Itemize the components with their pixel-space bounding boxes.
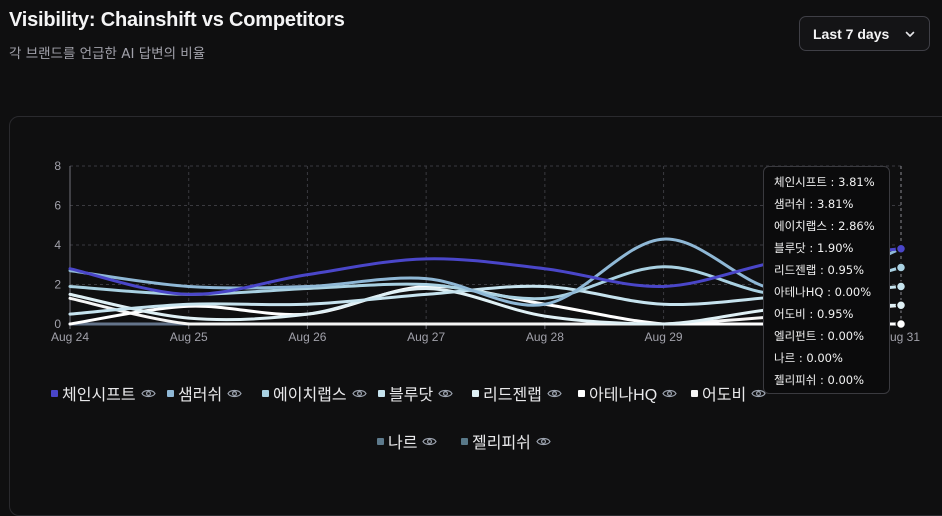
tooltip-separator: : <box>805 241 817 255</box>
y-tick-label: 0 <box>54 317 61 331</box>
legend-label: 에이치랩스 <box>273 387 347 404</box>
date-range-label: Last 7 days <box>813 25 890 42</box>
tooltip-series-value: 0.00% <box>834 285 872 299</box>
tooltip-series-label: 체인시프트 <box>774 175 827 189</box>
tooltip-separator: : <box>805 197 817 211</box>
legend-label: 어도비 <box>702 387 747 404</box>
legend-label: 샘러쉬 <box>178 387 223 404</box>
tooltip-series-value: 0.00% <box>806 351 843 365</box>
page-title: Visibility: Chainshift vs Competitors <box>9 9 345 31</box>
legend-swatch <box>262 389 269 397</box>
tooltip-row: 아테나HQ : 0.00% <box>774 284 889 306</box>
eye-icon[interactable] <box>422 436 438 447</box>
x-tick-label: Aug 26 <box>288 330 326 344</box>
legend-label: 아테나HQ <box>589 387 658 404</box>
y-tick-label: 8 <box>54 159 61 173</box>
legend-label: 리드젠랩 <box>483 387 542 404</box>
series-point <box>895 281 907 292</box>
tooltip-series-value: 0.95% <box>816 307 854 321</box>
x-tick-label: Aug 28 <box>526 330 564 344</box>
legend-item[interactable]: 에이치랩스 <box>262 381 367 405</box>
tooltip-series-value: 0.00% <box>827 329 865 343</box>
x-tick-label: Aug 25 <box>170 330 208 344</box>
tooltip-separator: : <box>823 285 835 299</box>
legend-item[interactable]: 블루닷 <box>378 381 453 405</box>
x-tick-label: Aug 24 <box>51 330 89 344</box>
tooltip-separator: : <box>816 373 828 387</box>
eye-icon[interactable] <box>438 388 453 399</box>
series-point <box>895 299 907 311</box>
eye-icon[interactable] <box>140 388 156 399</box>
date-range-select[interactable]: Last 7 days <box>799 16 930 51</box>
x-tick-label: Aug 31 <box>882 330 920 344</box>
tooltip-series-label: 에이치랩스 <box>774 219 827 233</box>
tooltip-row: 블루닷 : 1.90% <box>774 240 889 262</box>
tooltip-series-label: 샘러쉬 <box>774 197 806 211</box>
legend-swatch <box>377 437 384 445</box>
legend-swatch <box>461 437 468 445</box>
series-point <box>895 243 907 255</box>
eye-icon[interactable] <box>536 436 551 447</box>
legend-item[interactable]: 젤리피쉬 <box>461 429 551 453</box>
tooltip-separator: : <box>816 329 828 343</box>
y-tick-label: 2 <box>54 278 61 292</box>
eye-icon[interactable] <box>351 388 367 399</box>
x-tick-label: Aug 27 <box>407 330 445 344</box>
eye-icon[interactable] <box>547 388 562 399</box>
tooltip-series-label: 나르 <box>774 351 796 365</box>
eye-icon[interactable] <box>751 388 766 399</box>
legend-label: 나르 <box>388 435 418 452</box>
legend-label: 체인시프트 <box>62 387 136 404</box>
tooltip-series-value: 0.95% <box>827 263 865 277</box>
legend-swatch <box>472 389 479 397</box>
chevron-down-icon <box>905 31 915 37</box>
legend-swatch <box>378 389 385 397</box>
tooltip-row: 어도비 : 0.95% <box>774 306 889 328</box>
tooltip-row: 체인시프트 : 3.81% <box>774 174 889 196</box>
y-tick-label: 6 <box>54 199 61 213</box>
series-point <box>895 262 907 273</box>
tooltip-series-label: 리드젠랩 <box>774 263 817 277</box>
eye-icon[interactable] <box>227 388 242 399</box>
tooltip-row: 에이치랩스 : 2.86% <box>774 218 889 240</box>
tooltip-series-label: 아테나HQ <box>774 285 824 299</box>
legend-swatch <box>51 389 58 397</box>
tooltip-row: 젤리피쉬 : 0.00% <box>774 372 889 394</box>
tooltip-series-value: 1.90% <box>816 241 854 255</box>
tooltip-series-label: 블루닷 <box>774 241 806 255</box>
tooltip-row: 샘러쉬 : 3.81% <box>774 196 889 218</box>
eye-icon[interactable] <box>662 388 677 399</box>
tooltip-row: 나르 : 0.00% <box>774 350 889 372</box>
legend-label: 블루닷 <box>389 387 434 404</box>
legend-item[interactable]: 체인시프트 <box>51 381 156 405</box>
tooltip-series-label: 엘리펀트 <box>774 329 817 343</box>
tooltip-series-value: 2.86% <box>838 219 875 233</box>
legend-swatch <box>167 389 174 397</box>
chart-tooltip: 체인시프트 : 3.81% 샘러쉬 : 3.81% 에이치랩스 : 2.86% 블루닷… <box>763 166 890 394</box>
tooltip-separator: : <box>826 175 839 189</box>
tooltip-separator: : <box>795 351 807 365</box>
tooltip-separator: : <box>805 307 817 321</box>
legend-swatch <box>578 389 585 397</box>
x-tick-label: Aug 29 <box>645 330 683 344</box>
tooltip-series-value: 3.81% <box>838 175 875 189</box>
legend-label: 젤리피쉬 <box>472 435 531 452</box>
legend-item[interactable]: 샘러쉬 <box>167 381 242 405</box>
tooltip-series-label: 어도비 <box>774 307 806 321</box>
legend-swatch <box>691 389 698 397</box>
tooltip-row: 리드젠랩 : 0.95% <box>774 262 889 284</box>
legend-item[interactable]: 어도비 <box>691 381 766 405</box>
tooltip-separator: : <box>816 263 828 277</box>
tooltip-row: 엘리펀트 : 0.00% <box>774 328 889 350</box>
series-point <box>895 318 907 330</box>
tooltip-series-value: 3.81% <box>816 197 854 211</box>
legend-item[interactable]: 아테나HQ <box>578 381 677 405</box>
tooltip-series-value: 0.00% <box>827 373 865 387</box>
y-tick-label: 4 <box>54 238 61 252</box>
legend-item[interactable]: 나르 <box>377 429 438 453</box>
legend-item[interactable]: 리드젠랩 <box>472 381 562 405</box>
tooltip-separator: : <box>826 219 839 233</box>
page-subtitle: 각 브랜드를 언급한 AI 답변의 비율 <box>9 46 206 62</box>
tooltip-series-label: 젤리피쉬 <box>774 373 817 387</box>
